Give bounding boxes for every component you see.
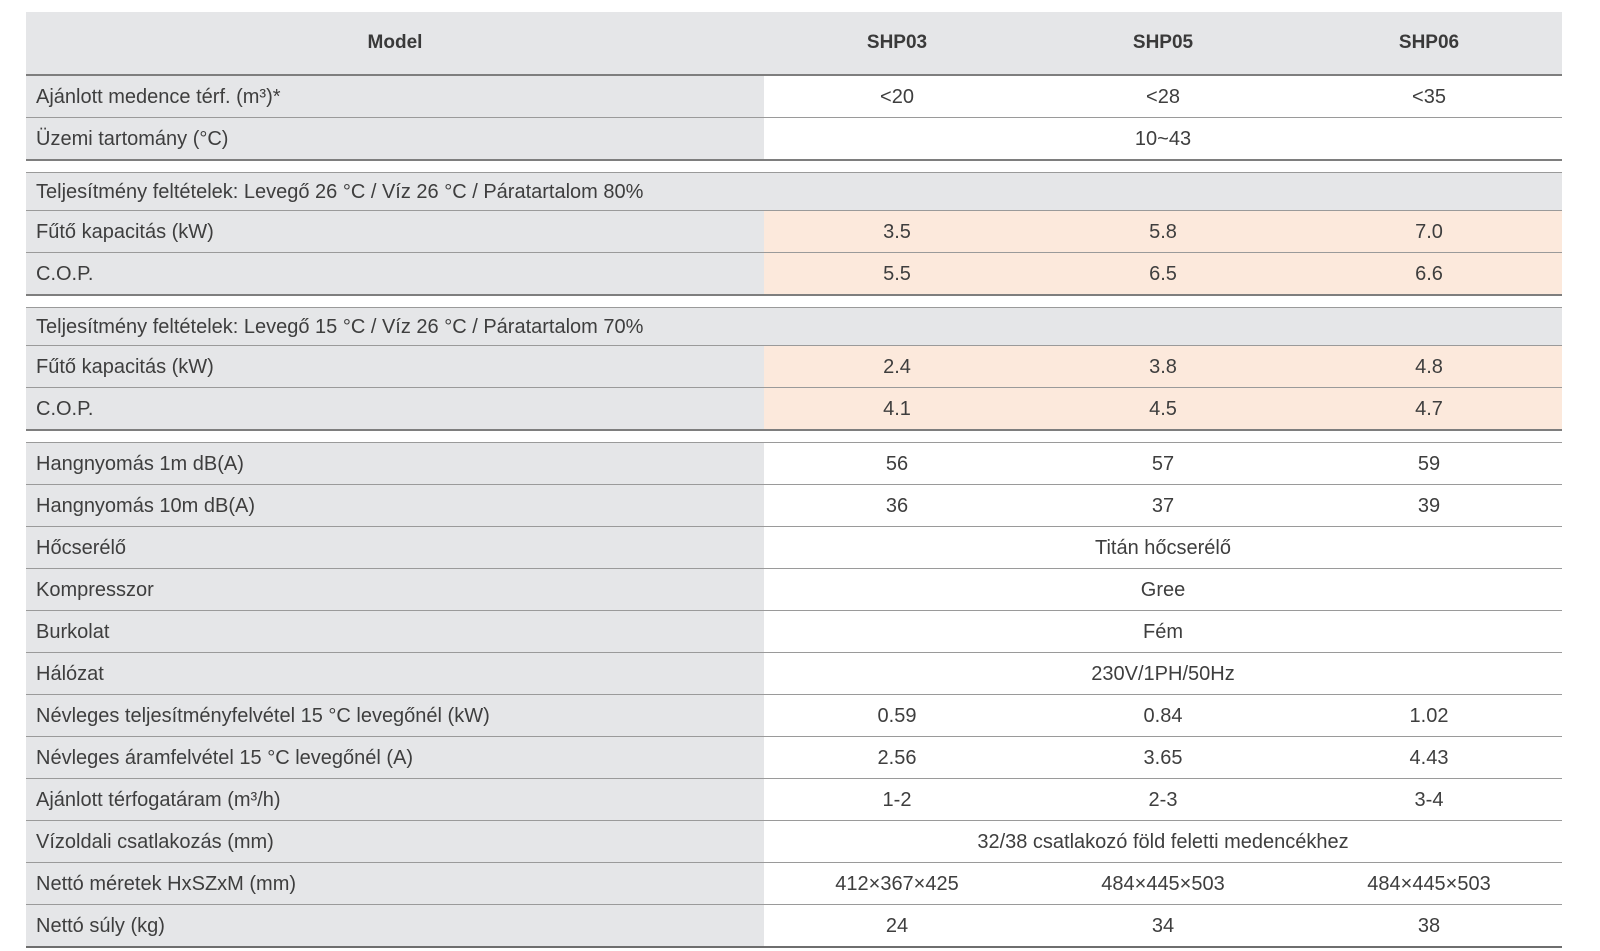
- row-label: Hőcserélő: [26, 527, 764, 568]
- cell-value: 4.8: [1296, 346, 1562, 387]
- cell-value: 0.59: [764, 695, 1030, 736]
- column-header-shp06: SHP06: [1296, 12, 1562, 74]
- cell-value: 38: [1296, 905, 1562, 946]
- cell-value: 3.5: [764, 211, 1030, 252]
- section-header-conditions-70: Teljesítmény feltételek: Levegő 15 °C / …: [26, 307, 1562, 346]
- cell-value-merged: 32/38 csatlakozó föld feletti medencékhe…: [764, 821, 1562, 862]
- table-row-rated-power-input: Névleges teljesítményfelvétel 15 °C leve…: [26, 695, 1562, 737]
- row-label: C.O.P.: [26, 388, 764, 429]
- table-row-cop-26: C.O.P. 5.5 6.5 6.6: [26, 253, 1562, 296]
- cell-value: 37: [1030, 485, 1296, 526]
- cell-value: <28: [1030, 76, 1296, 117]
- table-row-net-dimensions: Nettó méretek HxSZxM (mm) 412×367×425 48…: [26, 863, 1562, 905]
- cell-value: 5.5: [764, 253, 1030, 294]
- cell-value: 3.8: [1030, 346, 1296, 387]
- cell-value: 57: [1030, 443, 1296, 484]
- table-header-row: Model SHP03 SHP05 SHP06: [26, 12, 1562, 76]
- row-label: Fűtő kapacitás (kW): [26, 346, 764, 387]
- row-label: Nettó méretek HxSZxM (mm): [26, 863, 764, 904]
- section-header-conditions-80: Teljesítmény feltételek: Levegő 26 °C / …: [26, 172, 1562, 211]
- cell-value: 2-3: [1030, 779, 1296, 820]
- cell-value-merged: Titán hőcserélő: [764, 527, 1562, 568]
- cell-value: <20: [764, 76, 1030, 117]
- row-label: Ajánlott térfogatáram (m³/h): [26, 779, 764, 820]
- column-header-shp03: SHP03: [764, 12, 1030, 74]
- cell-value: 3.65: [1030, 737, 1296, 778]
- cell-value: 2.4: [764, 346, 1030, 387]
- table-row-power-supply: Hálózat 230V/1PH/50Hz: [26, 653, 1562, 695]
- cell-value: 2.56: [764, 737, 1030, 778]
- cell-value: 36: [764, 485, 1030, 526]
- table-row-heating-capacity-26: Fűtő kapacitás (kW) 3.5 5.8 7.0: [26, 211, 1562, 253]
- row-label: Kompresszor: [26, 569, 764, 610]
- section-gap: [26, 431, 1562, 442]
- table-row-sound-1m: Hangnyomás 1m dB(A) 56 57 59: [26, 442, 1562, 485]
- row-label: Vízoldali csatlakozás (mm): [26, 821, 764, 862]
- table-row-water-connection: Vízoldali csatlakozás (mm) 32/38 csatlak…: [26, 821, 1562, 863]
- cell-value: 5.8: [1030, 211, 1296, 252]
- row-label: Névleges teljesítményfelvétel 15 °C leve…: [26, 695, 764, 736]
- cell-value: 4.5: [1030, 388, 1296, 429]
- cell-value: 484×445×503: [1296, 863, 1562, 904]
- cell-value: 56: [764, 443, 1030, 484]
- table-row-casing: Burkolat Fém: [26, 611, 1562, 653]
- cell-value: 6.5: [1030, 253, 1296, 294]
- cell-value: 39: [1296, 485, 1562, 526]
- cell-value: 24: [764, 905, 1030, 946]
- table-row-operating-range: Üzemi tartomány (°C) 10~43: [26, 118, 1562, 161]
- table-row-cop-15: C.O.P. 4.1 4.5 4.7: [26, 388, 1562, 431]
- cell-value: 4.1: [764, 388, 1030, 429]
- section-gap: [26, 296, 1562, 307]
- cell-value: 6.6: [1296, 253, 1562, 294]
- row-label: Hangnyomás 10m dB(A): [26, 485, 764, 526]
- row-label: C.O.P.: [26, 253, 764, 294]
- model-header: Model: [26, 12, 764, 74]
- table-row-compressor: Kompresszor Gree: [26, 569, 1562, 611]
- row-label: Nettó súly (kg): [26, 905, 764, 946]
- cell-value: 3-4: [1296, 779, 1562, 820]
- table-row-heat-exchanger: Hőcserélő Titán hőcserélő: [26, 527, 1562, 569]
- spec-table: Model SHP03 SHP05 SHP06 Ajánlott medence…: [26, 12, 1562, 948]
- table-row-net-weight: Nettó súly (kg) 24 34 38: [26, 905, 1562, 948]
- table-row-sound-10m: Hangnyomás 10m dB(A) 36 37 39: [26, 485, 1562, 527]
- cell-value: 1.02: [1296, 695, 1562, 736]
- cell-value: <35: [1296, 76, 1562, 117]
- table-row-pool-volume: Ajánlott medence térf. (m³)* <20 <28 <35: [26, 76, 1562, 118]
- cell-value: 484×445×503: [1030, 863, 1296, 904]
- cell-value-merged: 230V/1PH/50Hz: [764, 653, 1562, 694]
- cell-value: 1-2: [764, 779, 1030, 820]
- cell-value-merged: Fém: [764, 611, 1562, 652]
- row-label: Üzemi tartomány (°C): [26, 118, 764, 159]
- section-gap: [26, 161, 1562, 172]
- section-header-label: Teljesítmény feltételek: Levegő 26 °C / …: [26, 173, 1562, 210]
- cell-value: 4.7: [1296, 388, 1562, 429]
- cell-value: 7.0: [1296, 211, 1562, 252]
- cell-value-merged: 10~43: [764, 118, 1562, 159]
- table-row-heating-capacity-15: Fűtő kapacitás (kW) 2.4 3.8 4.8: [26, 346, 1562, 388]
- row-label: Fűtő kapacitás (kW): [26, 211, 764, 252]
- row-label: Hangnyomás 1m dB(A): [26, 443, 764, 484]
- cell-value: 0.84: [1030, 695, 1296, 736]
- row-label: Burkolat: [26, 611, 764, 652]
- section-header-label: Teljesítmény feltételek: Levegő 15 °C / …: [26, 308, 1562, 345]
- row-label: Ajánlott medence térf. (m³)*: [26, 76, 764, 117]
- column-header-shp05: SHP05: [1030, 12, 1296, 74]
- table-row-rated-current: Névleges áramfelvétel 15 °C levegőnél (A…: [26, 737, 1562, 779]
- cell-value: 4.43: [1296, 737, 1562, 778]
- cell-value: 59: [1296, 443, 1562, 484]
- row-label: Hálózat: [26, 653, 764, 694]
- cell-value-merged: Gree: [764, 569, 1562, 610]
- table-row-flow-rate: Ajánlott térfogatáram (m³/h) 1-2 2-3 3-4: [26, 779, 1562, 821]
- row-label: Névleges áramfelvétel 15 °C levegőnél (A…: [26, 737, 764, 778]
- cell-value: 412×367×425: [764, 863, 1030, 904]
- cell-value: 34: [1030, 905, 1296, 946]
